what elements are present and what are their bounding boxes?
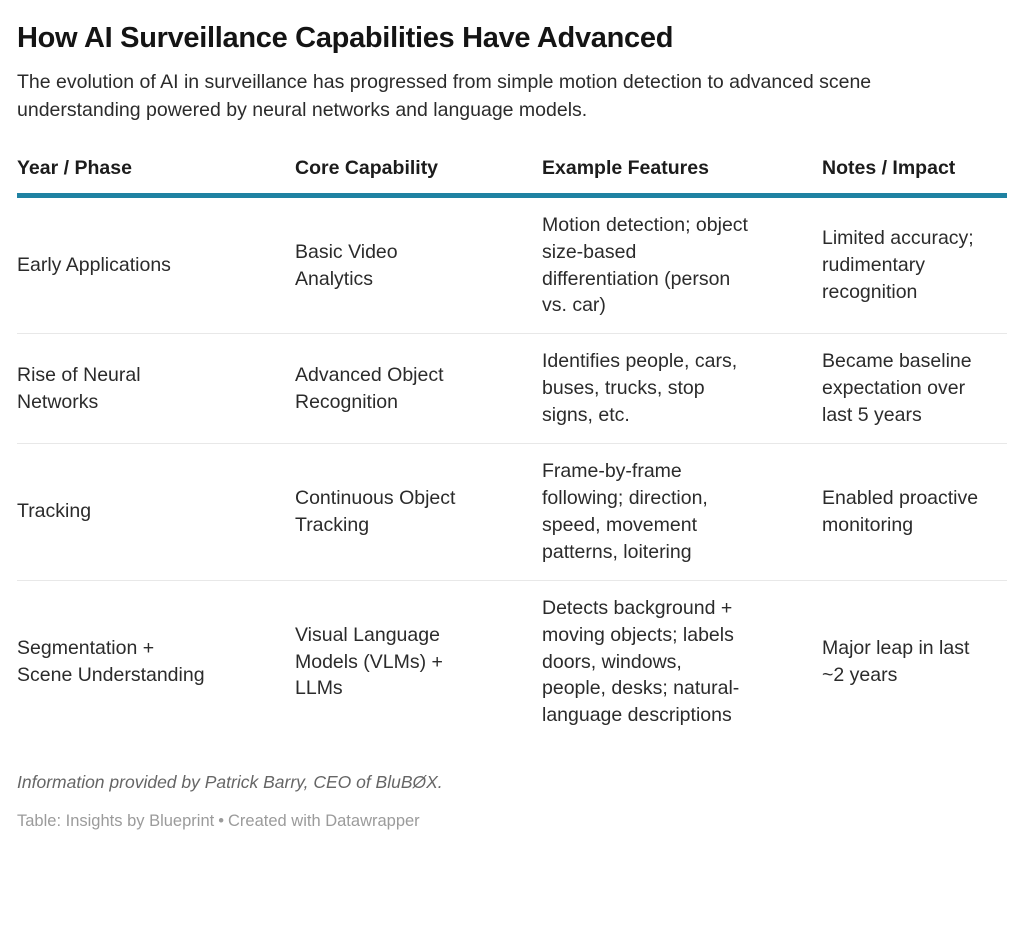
table-cell-features: Frame-by-frame following; direction, spe… (542, 443, 822, 581)
column-header-core-capability: Core Capability (295, 156, 542, 198)
attribution-credit-link[interactable]: Created with Datawrapper (228, 812, 420, 831)
table-cell-phase: Tracking (17, 443, 295, 581)
source-note: Information provided by Patrick Barry, C… (17, 772, 443, 793)
table-cell-capability: Basic Video Analytics (295, 195, 542, 335)
table-cell-phase: Segmentation + Scene Understanding (17, 637, 205, 686)
table-cell-capability: Continuous Object Tracking (295, 443, 542, 581)
table-cell-features: Detects background + moving objects; lab… (542, 596, 740, 727)
attribution-line: Table: Insights by Blueprint • Created wit… (17, 811, 1007, 832)
table-cell-phase: Rise of Neural Networks (17, 333, 295, 445)
table-cell-features: Identifies people, cars, buses, trucks, … (542, 333, 822, 445)
table-cell-capability: Visual Language Models (VLMs) + LLMs (295, 623, 443, 700)
table-cell-notes: Major leap in last ~2 years (822, 637, 970, 686)
attribution-separator: • (218, 812, 224, 831)
capabilities-table: Year / Phase Core Capability Example Fea… (17, 156, 1007, 744)
attribution-prefix: Table: (17, 812, 62, 831)
table-row-neural-networks: Rise of Neural Networks Advanced Object … (17, 333, 1007, 445)
column-header-example-features: Example Features (542, 156, 822, 198)
table-cell-capability: Advanced Object Recognition (295, 333, 542, 445)
page-title: How AI Surveillance Capabilities Have Ad… (17, 22, 674, 54)
table-header-row: Year / Phase Core Capability Example Fea… (17, 156, 1007, 198)
table-row-tracking: Tracking Continuous Object Tracking Fram… (17, 443, 1007, 581)
attribution-source-link[interactable]: Insights by Blueprint (65, 812, 215, 831)
table-row-early-applications: Early Applications Basic Video Analytics… (17, 195, 1007, 335)
table-cell-phase: Early Applications (17, 195, 295, 335)
table-cell-notes: Enabled proactive monitoring (822, 443, 1007, 581)
table-cell-notes: Became baseline expectation over last 5 … (822, 333, 1007, 445)
table-cell-notes: Limited accuracy; rudimentary recognitio… (822, 195, 1007, 335)
page-subtitle: The evolution of AI in surveillance has … (17, 71, 872, 122)
column-header-year-phase: Year / Phase (17, 156, 295, 198)
table-cell-features: Motion detection; object size-based diff… (542, 195, 822, 335)
table-row-segmentation: Segmentation + Scene Understanding Visua… (17, 580, 1007, 743)
column-header-notes-impact: Notes / Impact (822, 156, 1007, 198)
